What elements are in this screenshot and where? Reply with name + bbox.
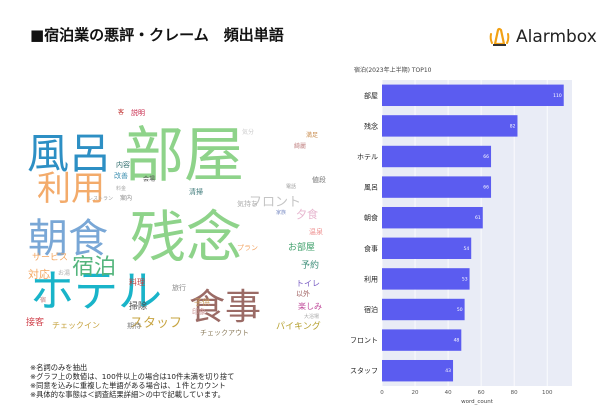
bar [382,329,462,351]
x-axis-label: word_count [461,399,494,405]
wordcloud-word: 風呂 [27,129,111,178]
wordcloud-word: 食事 [189,287,261,328]
data-label: 53 [462,276,468,282]
wordcloud-word: 朝食 [28,216,108,262]
data-label: 43 [445,368,451,374]
wordcloud-word: 利用 [37,169,105,209]
wordcloud-word: 気分 [242,128,254,136]
wordcloud-word: 旅行 [172,283,186,292]
wordcloud-word: サービス [32,252,68,263]
wordcloud-word: スタッフ [130,316,182,331]
wordcloud-word: 以外 [296,289,310,298]
footnote: ※同意を込みに重複した単語がある場合は、１件とカウント [30,381,226,390]
wordcloud-word: 楽しみ [298,301,322,311]
wordcloud-word: 内容 [116,160,130,169]
wordcloud-word: 料理 [129,277,145,287]
data-label: 61 [475,215,481,221]
bar [382,359,454,382]
wordcloud-word: 部屋 [124,121,244,191]
wordcloud-word: 電話 [286,183,296,190]
wordcloud-word: レストラン [88,196,113,202]
page-title: ■宿泊業の悪評・クレーム 頻出単語 [30,26,284,44]
wordcloud-word: 満足 [306,131,318,139]
data-label: 50 [457,307,463,313]
wordcloud-word: 家族 [276,209,286,216]
wordcloud-word: 接客 [26,316,44,328]
wordcloud-word: 料金 [116,185,126,192]
wordcloud-word: 会場 [143,175,155,183]
wordcloud-word: 綺麗 [294,142,306,150]
wordcloud-word: プラン [237,244,258,252]
category-label: 風呂 [364,184,378,192]
data-label: 66 [483,154,489,160]
bar [382,176,492,198]
wordcloud-word: 説明 [131,108,145,117]
wordcloud-word: お部屋 [288,241,315,253]
data-label: 66 [483,185,489,191]
wordcloud-word: フロント [249,195,301,210]
wordcloud-word: 大浴場 [304,313,319,320]
data-label: 110 [553,93,562,99]
bar [382,206,483,229]
data-label: 48 [454,338,460,344]
category-label: 宿泊 [364,305,378,314]
wordcloud-word: 掃除 [129,300,147,312]
wordcloud-word: 対応 [28,267,50,281]
bar [382,84,564,107]
wordcloud-word: 印象 [192,307,206,316]
wordcloud-word: チェックイン [52,321,100,330]
logo-text: Alarmbox [516,27,597,47]
wordcloud-word: 温泉 [309,227,323,236]
footnote: ※名詞のみを抽出 [30,363,88,372]
wordcloud-word: 客 [118,108,124,116]
data-label: 54 [463,246,469,252]
wordcloud-word: 宿泊 [72,255,116,280]
alarm-logo-icon [489,27,510,46]
footnotes: ※名詞のみを抽出 ※グラフ上の数値は、100件以上の場合は10件未満を切り捨て … [30,363,330,399]
x-tick-label: 60 [478,390,485,396]
wordcloud-word: ホテル [30,266,162,317]
bar [382,115,518,137]
wordcloud-word: パイキング [276,320,321,332]
footnote: ※具体的な事態は＜調査結果詳細＞の中で記載しています。 [30,390,225,399]
category-label: 残念 [364,121,378,130]
category-label: ホテル [357,153,378,161]
wordcloud-word: チェックアウト [200,329,249,337]
wordcloud-word: 子供 [194,297,210,307]
wordcloud-word: トイレ [296,279,320,288]
bar-chart: 宿泊(2023年上半期) TOP10 110 部屋 82 残念 66 ホテル 66 風呂 61 朝食… [350,66,572,405]
wordcloud-word: 夕食 [296,207,318,221]
category-label: 利用 [364,274,378,283]
wordcloud-word: 清掃 [189,187,203,196]
bar [382,237,472,260]
data-label: 82 [510,123,516,129]
bar [382,268,470,290]
category-label: 食事 [364,244,378,253]
bar [382,298,465,321]
wordcloud-word: 予約 [301,259,319,271]
bar [382,145,492,168]
x-tick-label: 40 [445,390,452,396]
x-tick-label: 100 [542,390,553,396]
wordcloud-word: 案内 [120,194,132,202]
wordcloud-word: 期待 [127,321,141,330]
chart-title: 宿泊(2023年上半期) TOP10 [354,66,432,74]
wordcloud-word: 値段 [312,175,326,184]
wordcloud-word: 残念 [130,206,242,271]
x-tick-label: 20 [412,390,419,396]
category-label: 朝食 [364,213,378,222]
word-cloud: 部屋 残念 ホテル 食事 朝食 風呂 利用 宿泊 フロント スタッフ 夕食 サー… [26,108,326,337]
category-label: 部屋 [364,91,378,100]
category-label: フロント [350,337,378,345]
footnote: ※グラフ上の数値は、100件以上の場合は10件未満を切り捨て [30,372,235,381]
x-tick-label: 0 [380,390,384,396]
wordcloud-word: 気持ち [237,199,258,208]
wordcloud-word: 改善 [114,171,128,180]
x-tick-label: 80 [511,390,518,396]
wordcloud-word: 宿 [40,296,46,304]
category-label: スタッフ [350,366,378,375]
wordcloud-word: お湯 [58,269,70,277]
